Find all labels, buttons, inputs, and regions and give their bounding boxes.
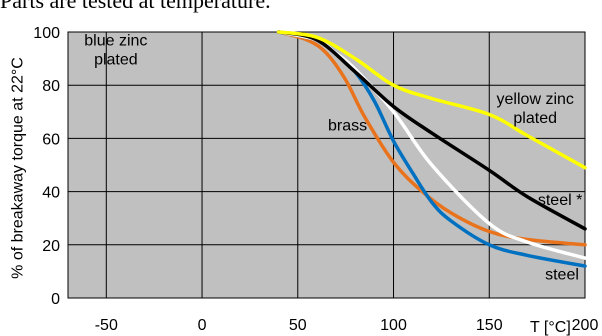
- header-text: Parts are tested at temperature.: [0, 0, 271, 13]
- x-tick-label: 200: [572, 317, 599, 334]
- x-tick-label: 100: [380, 317, 407, 334]
- y-tick-label: 80: [42, 78, 60, 95]
- annotation-line: blue zinc: [84, 32, 147, 49]
- annotation-1: brass: [328, 117, 367, 134]
- y-tick-label: 60: [42, 131, 60, 148]
- annotation-0: blue zinc plated: [84, 32, 147, 68]
- series-line-brass: [276, 30, 587, 247]
- x-tick-label: 150: [476, 317, 503, 334]
- x-tick-label: 0: [198, 317, 207, 334]
- series-line-yellow-zinc-plated: [276, 30, 587, 170]
- annotation-line: brass: [328, 117, 367, 134]
- x-tick-label: -50: [95, 317, 118, 334]
- x-axis-label: T [°C]: [530, 319, 571, 336]
- annotation-line: steel: [545, 266, 579, 283]
- annotation-2: yellow zinc plated: [497, 91, 574, 127]
- annotations: blue zinc plated brass yellow zinc plated ste…: [84, 32, 582, 283]
- tick-labels: -50 0 50 100 150 200 0 20 40 60 80 100: [33, 25, 598, 334]
- series-layer: [276, 30, 587, 268]
- annotation-4: steel: [545, 266, 579, 283]
- y-tick-label: 20: [42, 238, 60, 255]
- plot-background: [67, 31, 586, 299]
- annotation-line: plated: [513, 110, 557, 127]
- annotation-line: plated: [94, 51, 138, 68]
- y-tick-label: 40: [42, 185, 60, 202]
- annotation-line: steel *: [538, 192, 582, 209]
- annotation-3: steel *: [538, 192, 582, 209]
- annotation-line: yellow zinc: [497, 91, 574, 108]
- y-tick-label: 100: [33, 25, 60, 42]
- y-axis-label: % of breakaway torque at 22°C: [10, 57, 27, 279]
- x-tick-label: 50: [289, 317, 307, 334]
- series-line-steel: [276, 30, 587, 231]
- y-tick-label: 0: [51, 291, 60, 308]
